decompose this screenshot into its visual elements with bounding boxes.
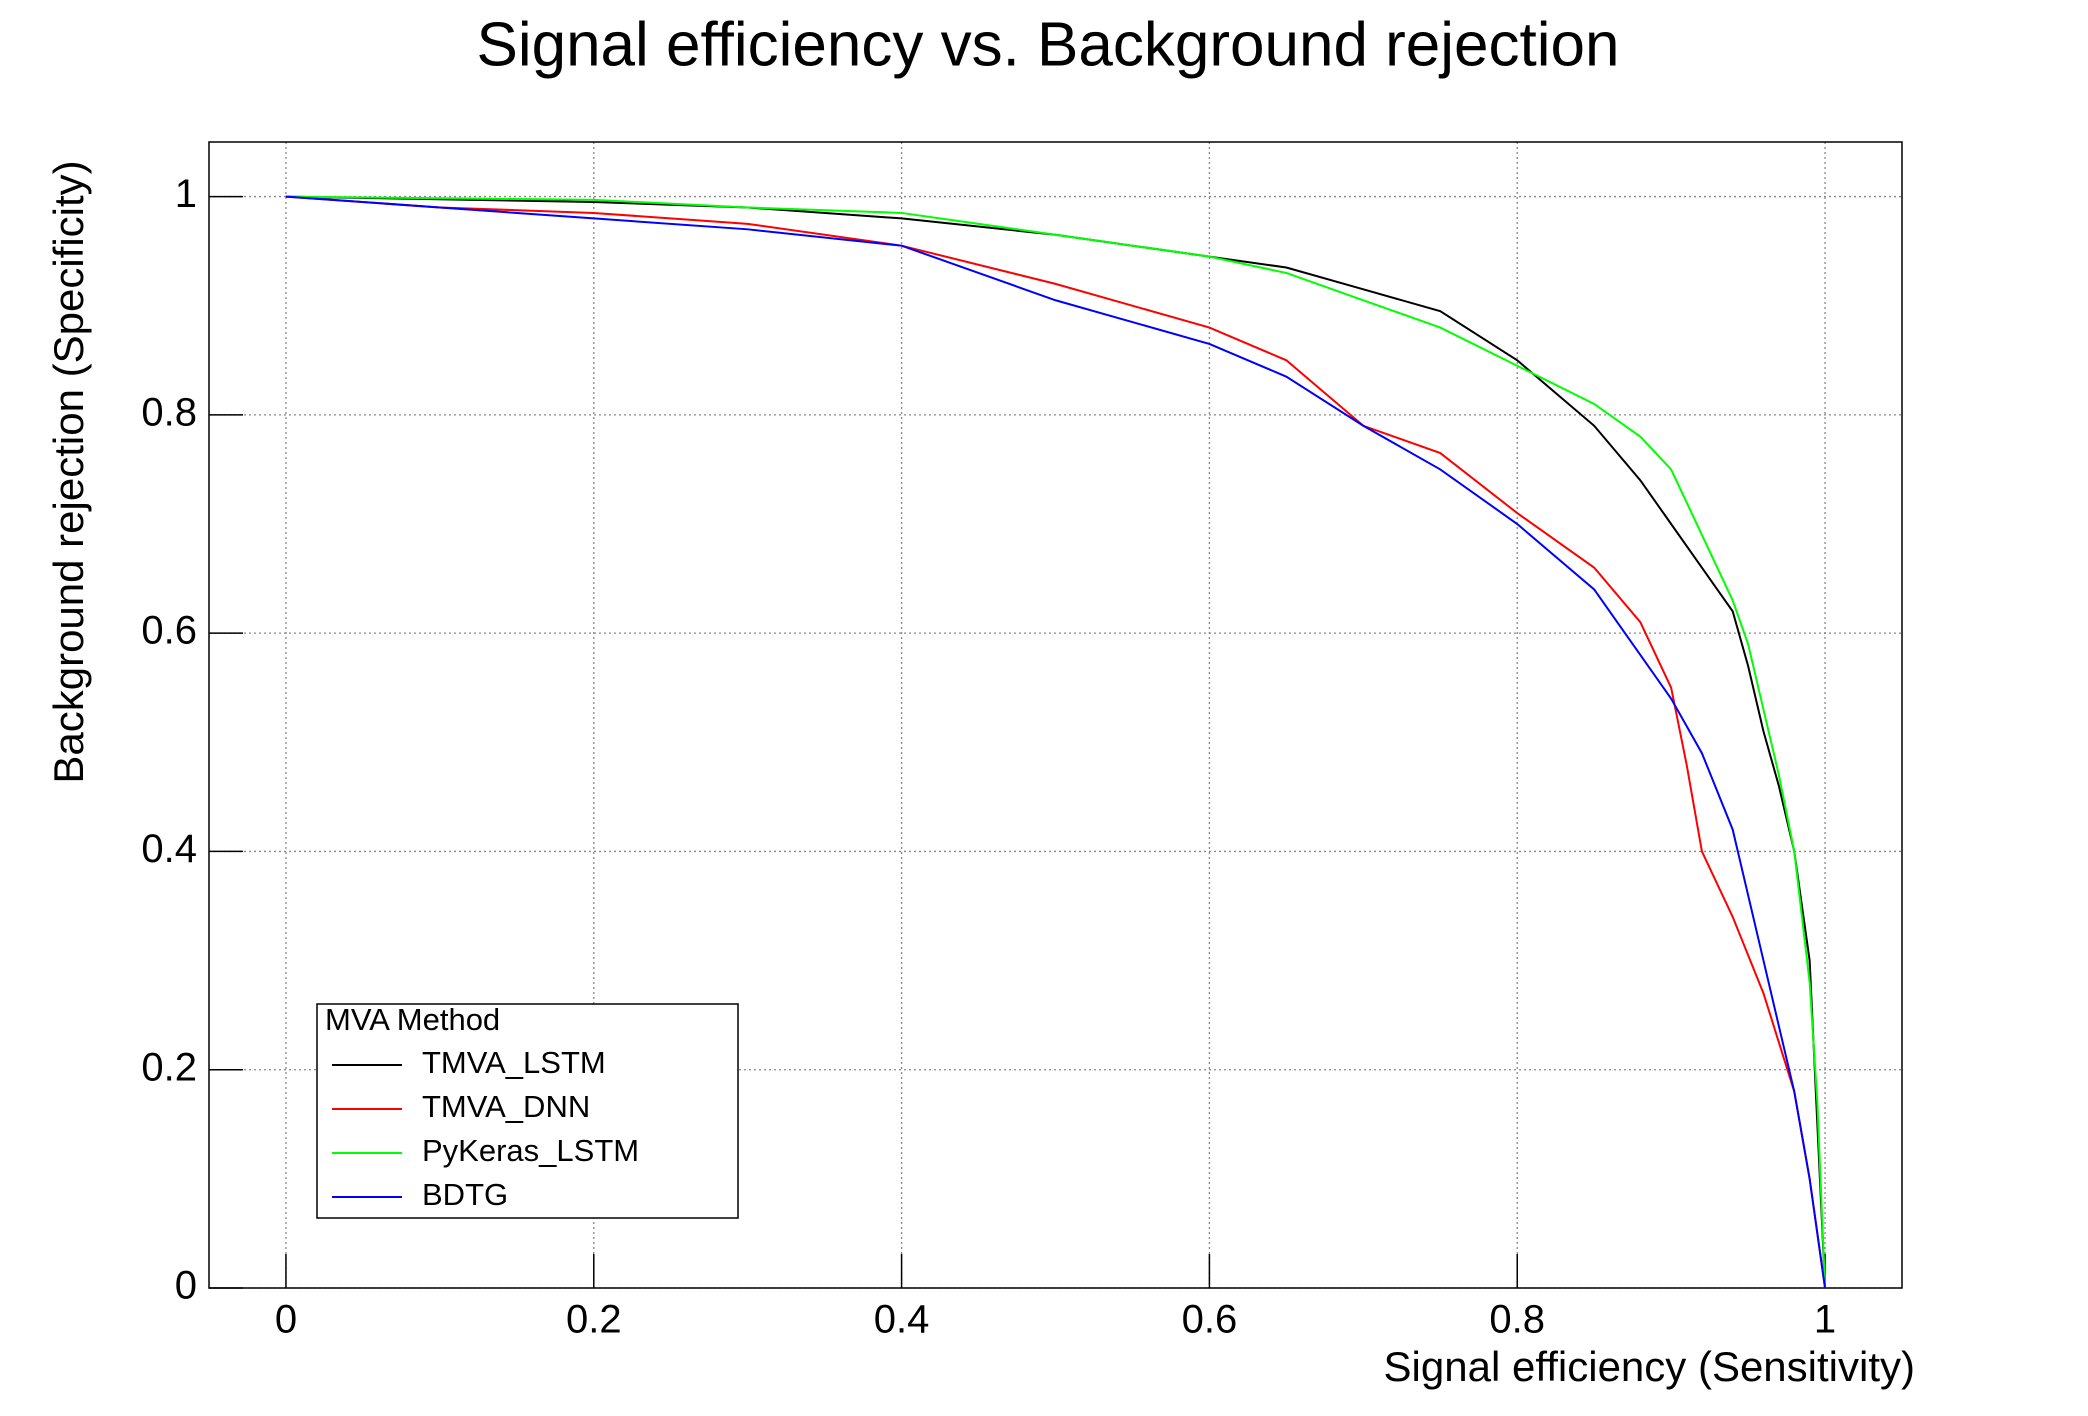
y-tick-label: 0.8	[141, 390, 197, 434]
roc-curve	[285, 195, 1827, 1289]
y-axis-label: Background rejection (Specificity)	[45, 160, 92, 783]
roc-curve	[285, 195, 1827, 1289]
legend-label: TMVA_DNN	[422, 1089, 590, 1124]
x-tick-label: 0	[275, 1298, 297, 1342]
x-tick-label: 0.4	[874, 1298, 930, 1342]
legend-label: BDTG	[422, 1177, 508, 1212]
legend-label: PyKeras_LSTM	[422, 1133, 639, 1168]
y-tick-label: 1	[175, 172, 197, 216]
y-tick-label: 0	[175, 1264, 197, 1308]
x-tick-label: 0.8	[1489, 1298, 1545, 1342]
x-tick-label: 0.6	[1182, 1298, 1238, 1342]
legend-box	[316, 1003, 739, 1219]
plot-frame	[208, 141, 1903, 1289]
legend-label: TMVA_LSTM	[422, 1045, 606, 1080]
x-tick-label: 1	[1814, 1298, 1836, 1342]
roc-curve	[285, 195, 1827, 1289]
legend-title: MVA Method	[325, 1002, 500, 1037]
x-tick-label: 0.2	[566, 1298, 622, 1342]
roc-curve	[285, 195, 1827, 1289]
y-tick-label: 0.4	[141, 827, 197, 871]
y-tick-label: 0.6	[141, 609, 197, 653]
y-tick-label: 0.2	[141, 1045, 197, 1089]
chart-title: Signal efficiency vs. Background rejecti…	[476, 10, 1619, 79]
x-axis-label: Signal efficiency (Sensitivity)	[1384, 1343, 1915, 1390]
